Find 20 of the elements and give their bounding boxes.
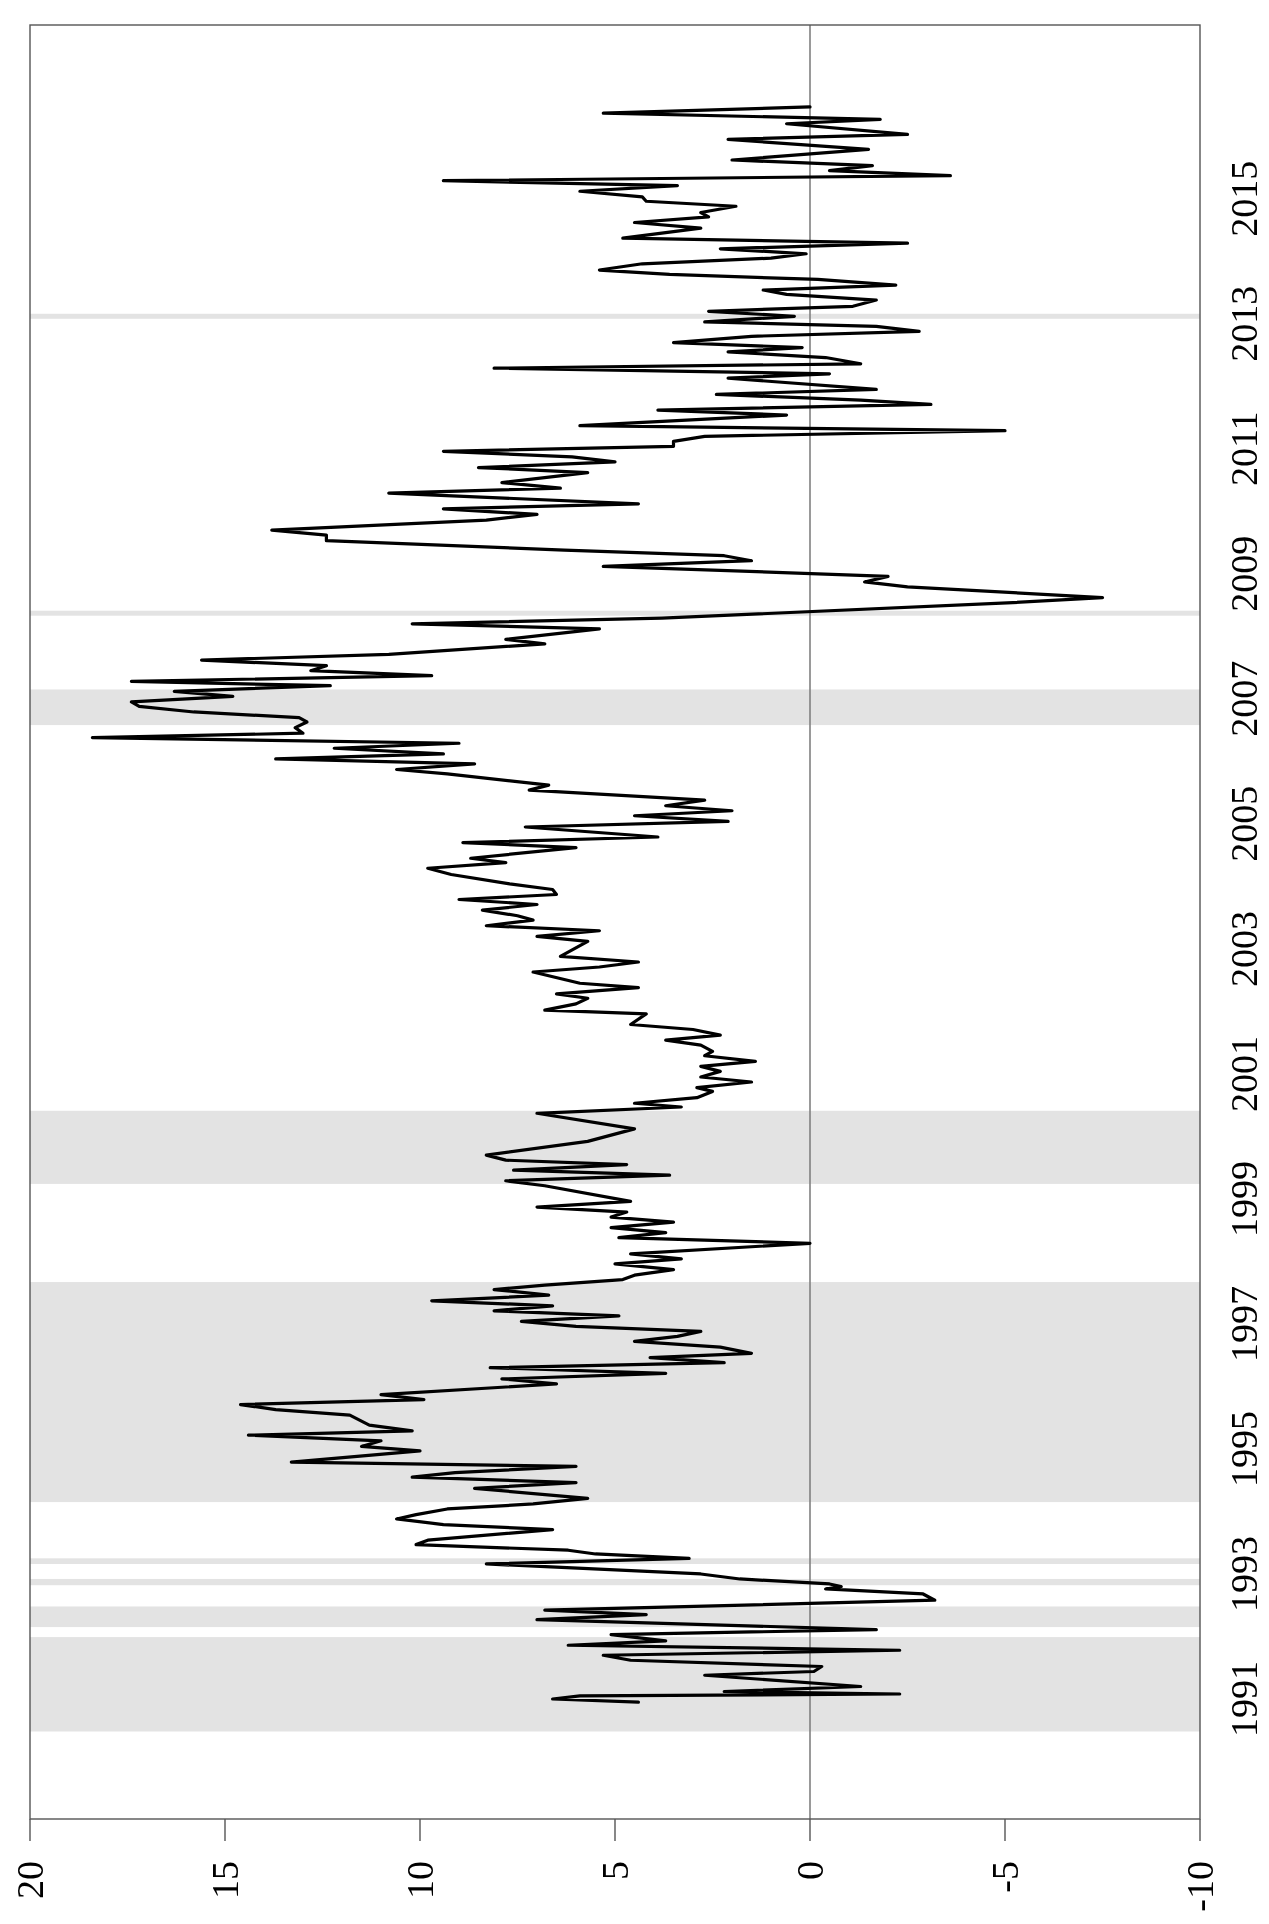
x-tick-label: 5 bbox=[594, 1861, 636, 1880]
y-tick-label: 2007 bbox=[1223, 660, 1266, 737]
y-tick-label: 1997 bbox=[1223, 1285, 1266, 1362]
y-tick-label: 1991 bbox=[1223, 1660, 1266, 1737]
y-tick-label: 2005 bbox=[1223, 785, 1266, 862]
x-tick-label: 10 bbox=[399, 1861, 441, 1899]
y-tick-label: 2009 bbox=[1223, 535, 1266, 612]
y-tick-label: 2003 bbox=[1223, 910, 1266, 987]
x-tick-label: -5 bbox=[984, 1861, 1026, 1893]
y-tick-label: 2001 bbox=[1223, 1035, 1266, 1112]
y-tick-label: 1999 bbox=[1223, 1160, 1266, 1237]
y-tick-label: 1995 bbox=[1223, 1410, 1266, 1487]
y-tick-label: 2015 bbox=[1223, 160, 1266, 237]
y-tick-label: 2013 bbox=[1223, 285, 1266, 362]
x-tick-label: 20 bbox=[9, 1861, 51, 1899]
x-tick-label: 15 bbox=[204, 1861, 246, 1899]
y-tick-label: 1993 bbox=[1223, 1535, 1266, 1612]
y-tick-label: 2011 bbox=[1223, 411, 1266, 487]
x-tick-label: -10 bbox=[1179, 1861, 1221, 1912]
x-tick-label: 0 bbox=[789, 1861, 831, 1880]
